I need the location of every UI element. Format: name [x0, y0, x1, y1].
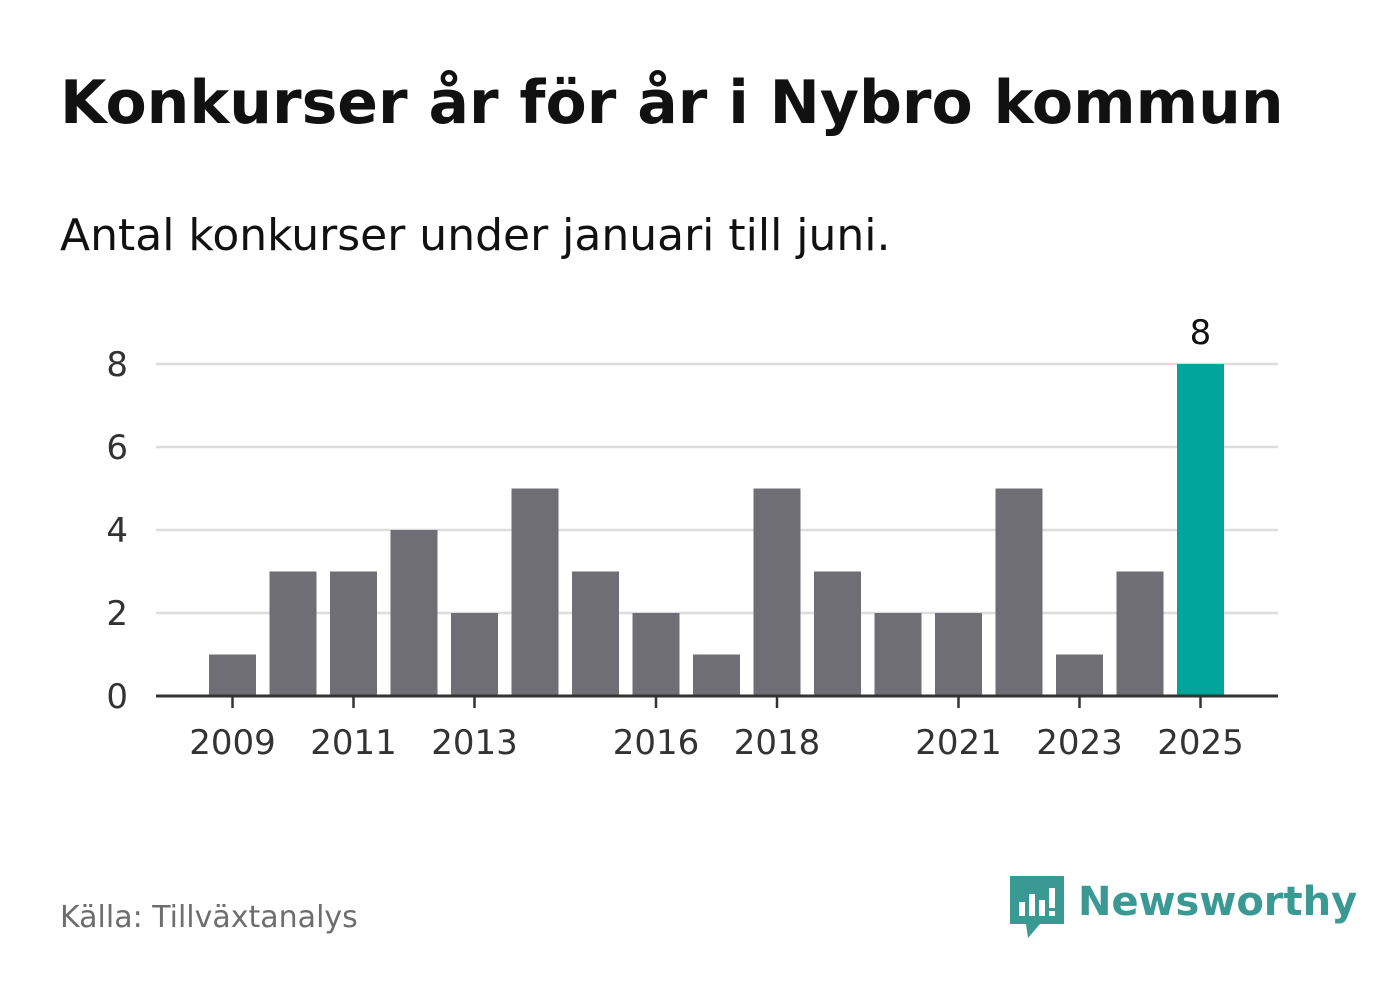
bar-2016	[632, 613, 680, 696]
bar-2009	[209, 654, 256, 696]
newsworthy-logo-icon	[1010, 876, 1064, 938]
x-tick-label-2023: 2023	[1036, 723, 1123, 763]
chart-title: Konkurser år för år i Nybro kommun	[60, 68, 1284, 138]
bar-2011	[330, 571, 377, 696]
bar-2014	[511, 488, 559, 696]
bar-2017	[693, 654, 740, 696]
bar-2018	[753, 488, 801, 696]
bar-2021	[935, 613, 982, 696]
bar-2020	[874, 613, 922, 696]
bar-2023	[1056, 654, 1103, 696]
data-label-2025: 8	[1190, 313, 1212, 353]
y-tick-label-8: 8	[106, 345, 128, 385]
x-tick-label-2011: 2011	[310, 723, 397, 763]
x-tick-label-2016: 2016	[613, 723, 700, 763]
bar-2015	[572, 571, 619, 696]
x-tick-label-2009: 2009	[189, 723, 276, 763]
chart-subtitle: Antal konkurser under januari till juni.	[60, 210, 891, 261]
y-tick-label-6: 6	[106, 428, 128, 468]
x-tick-label-2021: 2021	[915, 723, 1002, 763]
y-tick-label-0: 0	[106, 677, 128, 717]
bar-2012	[390, 530, 438, 696]
x-tick-label-2018: 2018	[734, 723, 821, 763]
bar-2025	[1177, 364, 1224, 696]
x-tick-label-2013: 2013	[431, 723, 518, 763]
x-tick-label-2025: 2025	[1157, 723, 1244, 763]
y-tick-label-2: 2	[106, 594, 128, 634]
brand-name: Newsworthy	[1078, 879, 1358, 925]
bar-2010	[269, 571, 317, 696]
bar-2024	[1116, 571, 1164, 696]
source-note: Källa: Tillväxtanalys	[60, 900, 358, 935]
y-tick-label-4: 4	[106, 511, 128, 551]
brand-logo: Newsworthy	[1010, 876, 1357, 940]
bar-2019	[814, 571, 861, 696]
bar-2013	[451, 613, 498, 696]
bar-2022	[995, 488, 1043, 696]
